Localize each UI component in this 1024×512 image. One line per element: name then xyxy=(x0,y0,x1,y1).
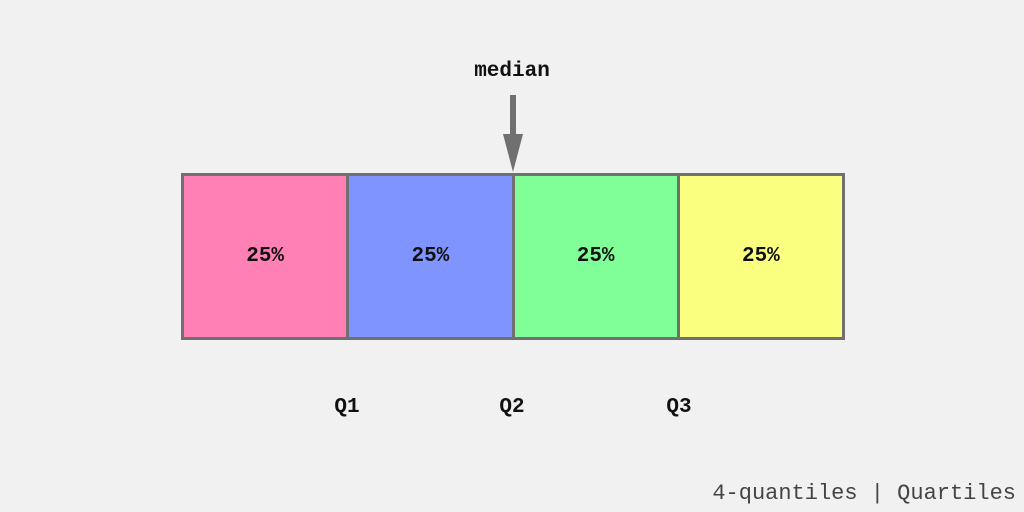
segment-3: 25% xyxy=(511,176,677,337)
quantile-bar: 25% 25% 25% 25% xyxy=(181,173,845,340)
segment-3-label: 25% xyxy=(576,245,615,268)
footer-caption: 4-quantiles | Quartiles xyxy=(712,481,1016,506)
quartile-label-q2: Q2 xyxy=(499,396,525,419)
segment-4: 25% xyxy=(676,176,842,337)
quartile-label-q3: Q3 xyxy=(666,396,692,419)
median-label: median xyxy=(474,60,550,83)
median-arrow-head xyxy=(503,134,523,172)
quartile-label-q1: Q1 xyxy=(334,396,360,419)
segment-4-label: 25% xyxy=(741,245,780,268)
segment-2: 25% xyxy=(346,176,512,337)
segment-1: 25% xyxy=(184,176,347,337)
segment-1-label: 25% xyxy=(246,245,285,268)
segment-2-label: 25% xyxy=(411,245,450,268)
